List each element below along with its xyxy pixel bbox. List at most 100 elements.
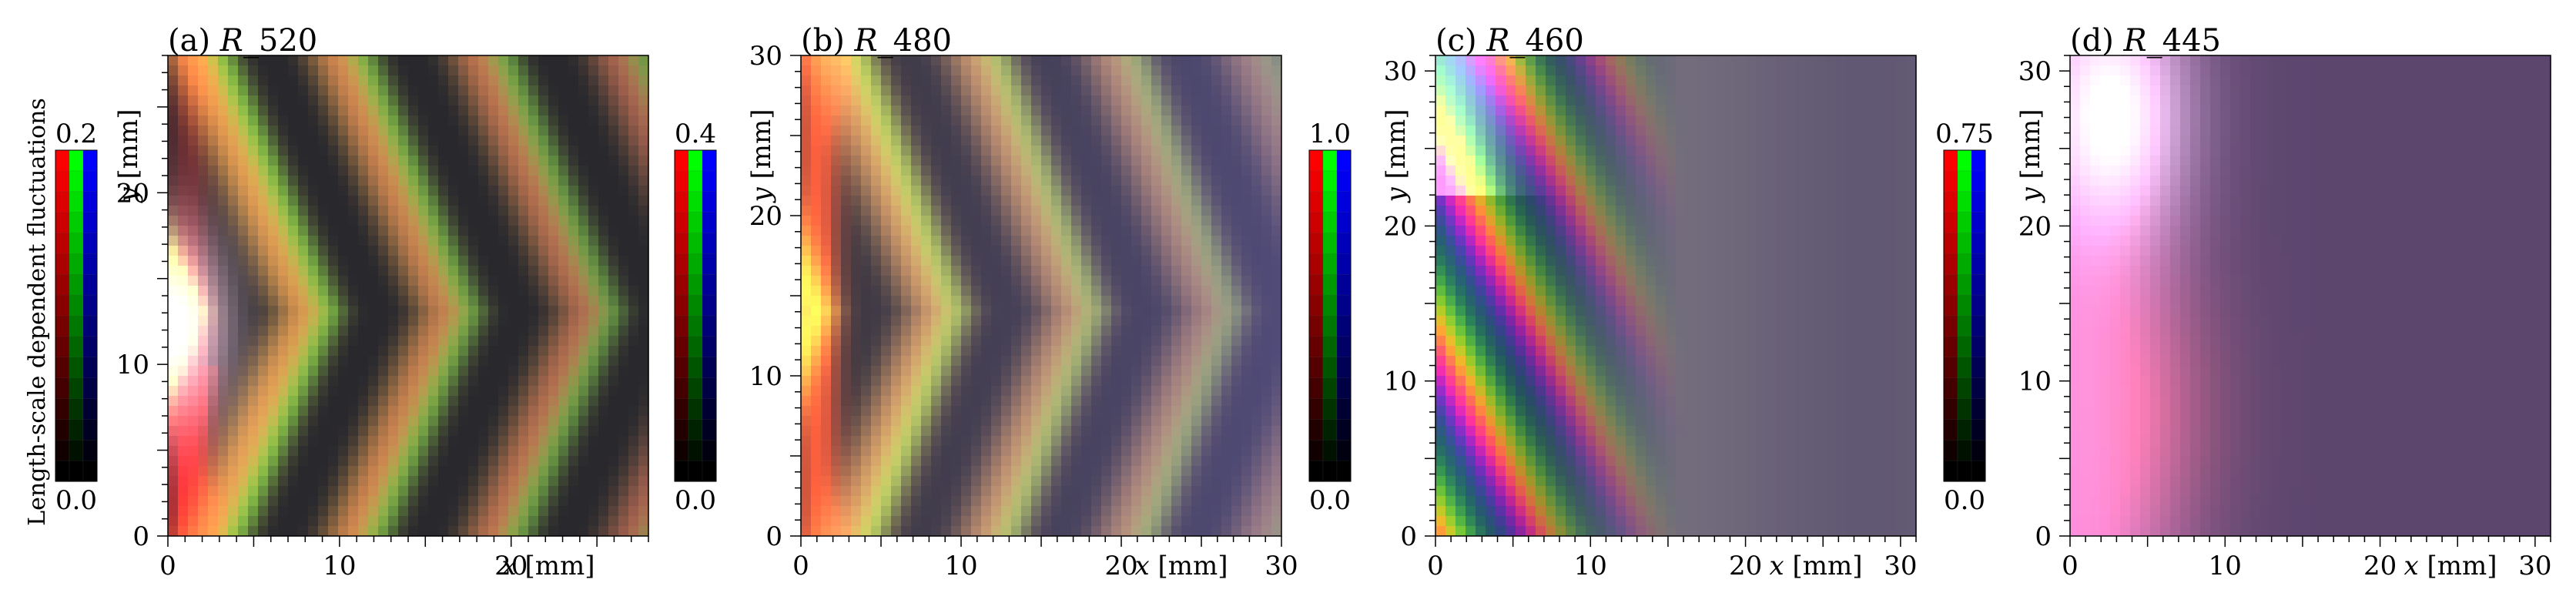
heatmap-cell — [861, 526, 872, 537]
heatmap-cell — [258, 276, 269, 286]
heatmap-cell — [851, 406, 862, 417]
heatmap-cell — [1041, 146, 1052, 156]
heatmap-cell — [831, 376, 842, 387]
heatmap-cell — [1071, 256, 1082, 266]
heatmap-cell — [228, 156, 239, 166]
heatmap-cell — [1201, 226, 1212, 236]
heatmap-cell — [518, 366, 529, 377]
heatmap-cell — [258, 65, 269, 76]
heatmap-cell — [198, 396, 209, 407]
heatmap-cell — [1191, 376, 1202, 387]
heatmap-cell — [1061, 486, 1072, 497]
heatmap-cell — [608, 116, 619, 126]
heatmap-cell — [458, 236, 469, 246]
heatmap-cell — [628, 75, 639, 86]
heatmap-cell — [508, 116, 519, 126]
heatmap-cell — [488, 516, 499, 527]
heatmap-cell — [248, 85, 259, 96]
heatmap-cell — [831, 206, 842, 216]
heatmap-cell — [811, 346, 822, 357]
heatmap-cell — [518, 296, 529, 307]
heatmap-cell — [1021, 266, 1032, 276]
heatmap-cell — [1211, 216, 1222, 226]
heatmap-cell — [478, 456, 489, 467]
heatmap-cell — [1131, 456, 1142, 467]
heatmap-cell — [508, 336, 519, 347]
heatmap-cell — [911, 75, 922, 86]
heatmap-cell — [608, 376, 619, 387]
heatmap-cell — [188, 286, 199, 296]
heatmap-cell — [228, 406, 239, 417]
heatmap-cell — [1201, 166, 1212, 176]
heatmap-cell — [1001, 236, 1012, 246]
heatmap-cell — [1131, 226, 1142, 236]
heatmap-cell — [198, 126, 209, 136]
heatmap-cell — [891, 95, 902, 106]
heatmap-cell — [1211, 526, 1222, 537]
heatmap-cell — [1261, 75, 1272, 86]
heatmap-cell — [1131, 206, 1142, 216]
heatmap-cell — [308, 126, 319, 136]
heatmap-cell — [548, 126, 559, 136]
heatmap-cell — [1021, 346, 1032, 357]
heatmap-cell — [901, 206, 912, 216]
heatmap-cell — [208, 326, 219, 337]
heatmap-cell — [228, 416, 239, 427]
heatmap-cell — [921, 486, 932, 497]
heatmap-cell — [1041, 456, 1052, 467]
heatmap-cell — [1241, 506, 1252, 517]
heatmap-cell — [871, 186, 882, 196]
heatmap-cell — [568, 476, 579, 487]
heatmap-cell — [398, 206, 409, 216]
heatmap-cell — [1221, 276, 1232, 286]
heatmap-cell — [638, 446, 649, 457]
heatmap-cell — [951, 196, 962, 206]
heatmap-cell — [831, 466, 842, 477]
heatmap-cell — [608, 316, 619, 327]
heatmap-cell — [308, 406, 319, 417]
heatmap-cell — [298, 136, 309, 146]
heatmap-cell — [398, 136, 409, 146]
heatmap-cell — [328, 376, 339, 387]
heatmap-cell — [1171, 206, 1182, 216]
heatmap-cell — [971, 146, 982, 156]
heatmap-cell — [228, 186, 239, 196]
heatmap-cell — [368, 166, 379, 176]
heatmap-cell — [891, 446, 902, 457]
heatmap-cell — [961, 516, 972, 527]
heatmap-cell — [1506, 65, 1516, 76]
heatmap-cell — [1271, 176, 1282, 186]
heatmap-cell — [358, 166, 369, 176]
heatmap-cell — [478, 356, 489, 367]
heatmap-cell — [821, 496, 832, 507]
heatmap-cell — [588, 476, 599, 487]
heatmap-cell — [1261, 65, 1272, 76]
heatmap-cell — [248, 126, 259, 136]
heatmap-cell — [268, 286, 279, 296]
heatmap-cell — [438, 526, 449, 537]
heatmap-cell — [1241, 146, 1252, 156]
heatmap-cell — [1091, 336, 1102, 347]
heatmap-cell — [308, 206, 319, 216]
heatmap-cell — [1081, 326, 1092, 337]
heatmap-cell — [598, 246, 609, 256]
heatmap-cell — [1271, 436, 1282, 447]
heatmap-cell — [891, 306, 902, 317]
heatmap-cell — [598, 186, 609, 196]
heatmap-cell — [1171, 496, 1182, 507]
heatmap-cell — [1071, 376, 1082, 387]
heatmap-cell — [1666, 75, 1677, 86]
heatmap-cell — [1001, 456, 1012, 467]
heatmap-cell — [498, 65, 509, 76]
heatmap-cell — [1261, 256, 1272, 266]
heatmap-cell — [1191, 496, 1202, 507]
heatmap-cell — [1455, 65, 1466, 76]
heatmap-cell — [328, 336, 339, 347]
heatmap-cell — [378, 276, 389, 286]
heatmap-cell — [548, 476, 559, 487]
heatmap-cell — [1041, 356, 1052, 367]
heatmap-cell — [1141, 156, 1152, 166]
heatmap-cell — [538, 516, 549, 527]
heatmap-cell — [801, 466, 812, 477]
heatmap-cell — [268, 396, 279, 407]
